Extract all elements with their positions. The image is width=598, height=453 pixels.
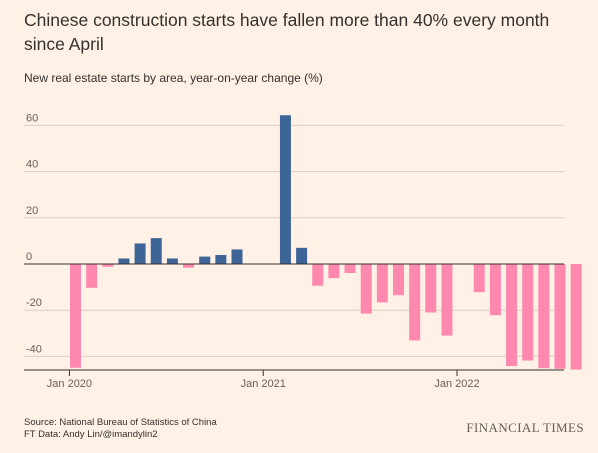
bar-2021-11	[425, 264, 437, 313]
bar-2021-10	[409, 264, 421, 341]
bar-2020-01	[70, 264, 81, 368]
bar-2022-05	[522, 264, 534, 361]
grid-layer	[24, 124, 564, 357]
bar-2021-09	[393, 264, 404, 296]
bar-2020-02	[86, 264, 98, 288]
x-tick-label: Jan 2020	[47, 378, 92, 390]
bar-layer	[70, 115, 582, 370]
x-tick-label: Jan 2021	[241, 378, 286, 390]
y-tick-label: 0	[26, 251, 32, 263]
bar-2022-02	[473, 264, 485, 293]
bar-2020-10	[215, 254, 227, 264]
bar-2022-06	[538, 264, 550, 369]
bar-2020-08	[183, 264, 195, 268]
chart-title: Chinese construction starts have fallen …	[24, 10, 550, 54]
bar-2022-03	[489, 264, 501, 316]
bar-2021-07	[360, 264, 372, 314]
y-tick-label: 40	[26, 159, 38, 171]
source-line-1: Source: National Bureau of Statistics of…	[24, 417, 217, 428]
brand-logo: FINANCIAL TIMES	[466, 420, 584, 435]
bar-2020-11	[231, 249, 243, 264]
bar-2020-09	[199, 256, 211, 264]
y-tick-label: -20	[26, 297, 42, 309]
chart-subtitle: New real estate starts by area, year-on-…	[24, 71, 323, 85]
bar-2021-05	[328, 264, 340, 279]
bar-2021-08	[376, 264, 388, 303]
source-line-2: FT Data: Andy Lin/@imandylin2	[24, 429, 158, 440]
bar-2020-07	[166, 258, 178, 264]
bar-2020-05	[134, 243, 146, 264]
bar-2022-07	[554, 264, 566, 369]
bar-2020-04	[118, 258, 130, 264]
bar-2020-06	[150, 238, 162, 264]
bar-2021-12	[441, 264, 453, 336]
y-tick-label: -40	[26, 343, 42, 355]
bar-2020-03	[102, 264, 114, 267]
y-tick-label: 60	[26, 112, 38, 124]
bar-2021-03	[296, 247, 308, 264]
source-note: Source: National Bureau of Statistics of…	[24, 417, 217, 441]
y-tick-label: 20	[26, 205, 38, 217]
x-tick-label: Jan 2022	[434, 378, 479, 390]
bar-2021-06	[344, 264, 356, 274]
axis-layer: 60 40 20 0 -20 -40 Jan 2020 Jan 2021 Jan 2022	[24, 112, 564, 390]
bar-2022-04	[506, 264, 518, 367]
bar-2021-04	[312, 264, 324, 286]
bar-2022-08	[570, 264, 582, 370]
bar-2021-02	[279, 115, 291, 265]
